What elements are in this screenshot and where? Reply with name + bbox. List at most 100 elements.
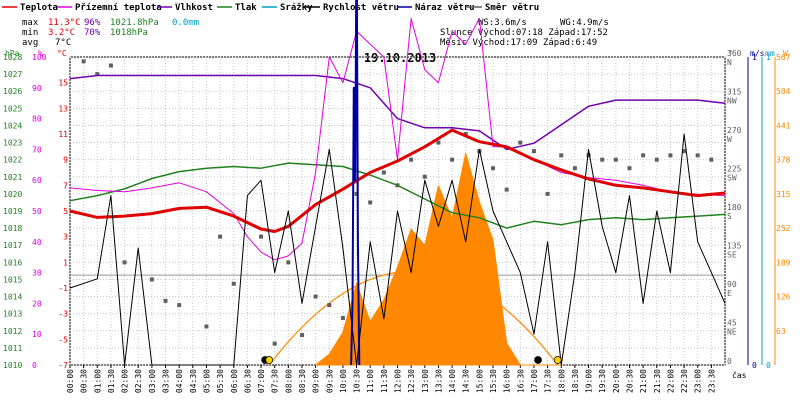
- legend-item-label: Tlak: [235, 3, 257, 13]
- stats-min-press: 1018hPa: [110, 28, 148, 38]
- x-tick-label: 16:00: [503, 369, 512, 393]
- wind-dir-point: [259, 234, 264, 239]
- stats-avg-label: avg: [22, 38, 38, 48]
- wind-dir-point: [149, 277, 154, 282]
- solar-tick: 189: [776, 258, 791, 267]
- wind-speed-tick: 0: [752, 361, 757, 370]
- series-wind-gust: [350, 0, 361, 366]
- sun-moon-marker: [265, 356, 274, 364]
- stats-max-temp: 11.3°C: [48, 18, 81, 28]
- wind-dir-tick: 225: [727, 165, 742, 174]
- wind-dir-label: NW: [727, 97, 737, 106]
- wind-dir-label: NE: [727, 328, 737, 337]
- info-moon: Měsíc Východ:17:09 Západ:6:49: [440, 38, 597, 48]
- unit-deg: °: [728, 49, 733, 58]
- solar-tick: 567: [776, 53, 791, 62]
- pressure-tick: 1012: [3, 327, 22, 336]
- solar-tick: 252: [776, 224, 791, 233]
- wind-dir-point: [231, 281, 236, 286]
- wind-dir-point: [491, 166, 496, 171]
- solar-tick: 378: [776, 156, 791, 165]
- pressure-tick: 1011: [3, 344, 22, 353]
- wind-dir-point: [572, 166, 577, 171]
- temperature-tick: 9: [63, 156, 68, 165]
- legend-item-label: Teplota: [20, 3, 58, 13]
- humidity-tick: 90: [32, 84, 42, 93]
- x-tick-label: 20:30: [625, 369, 634, 393]
- info-wg: WG:4.9m/s: [560, 18, 609, 28]
- wind-dir-point: [299, 333, 304, 338]
- stats-min-temp: 3.2°C: [48, 28, 75, 38]
- temperature-tick: 5: [63, 207, 68, 216]
- humidity-tick: 80: [32, 115, 42, 124]
- pressure-tick: 1019: [3, 207, 22, 216]
- solar-tick: 126: [776, 293, 791, 302]
- wind-dir-point: [327, 303, 332, 308]
- humidity-tick: 10: [32, 330, 42, 339]
- unit-mm: mm: [765, 49, 775, 58]
- wind-dir-point: [422, 174, 427, 179]
- wind-dir-point: [177, 303, 182, 308]
- temperature-tick: 7: [63, 181, 68, 190]
- x-tick-label: 21:00: [639, 369, 648, 393]
- wind-dir-point: [313, 294, 318, 299]
- wind-dir-point: [627, 166, 632, 171]
- x-tick-label: 06:30: [243, 369, 252, 393]
- x-tick-label: 16:30: [516, 369, 525, 393]
- x-tick-label: 15:00: [475, 369, 484, 393]
- humidity-tick: 40: [32, 238, 42, 247]
- stats-max-label: max: [22, 18, 39, 28]
- x-tick-label: 03:30: [162, 369, 171, 393]
- humidity-tick: 100: [32, 53, 47, 62]
- wind-dir-tick: 360: [727, 49, 742, 58]
- unit-w: W: [783, 49, 788, 58]
- x-tick-label: 04:00: [175, 369, 184, 393]
- wind-dir-point: [463, 132, 468, 136]
- x-tick-label: 09:00: [312, 369, 321, 393]
- wind-dir-point: [531, 149, 536, 154]
- wind-dir-label: S: [727, 212, 732, 221]
- unit-hpa: hPa: [5, 49, 20, 58]
- x-tick-label: 05:30: [216, 369, 225, 393]
- x-tick-label: 12:00: [394, 369, 403, 393]
- series-humidity: [69, 74, 726, 151]
- x-tick-label: 14:30: [462, 369, 471, 393]
- x-tick-label: 19:30: [598, 369, 607, 393]
- wind-dir-point: [545, 191, 550, 196]
- wind-dir-point: [450, 157, 455, 162]
- pressure-tick: 1017: [3, 241, 22, 250]
- wind-dir-point: [559, 153, 564, 158]
- wind-dir-label: SW: [727, 174, 737, 183]
- x-tick-label: 20:00: [612, 369, 621, 393]
- wind-dir-point: [81, 59, 86, 64]
- x-tick-label: 21:30: [653, 369, 662, 393]
- x-tick-label: 17:00: [530, 369, 539, 393]
- series-temperature: [69, 128, 726, 233]
- wind-dir-point: [381, 170, 386, 175]
- stats-min-label: min: [22, 28, 38, 38]
- solar-tick: 504: [776, 87, 791, 96]
- pressure-tick: 1026: [3, 87, 22, 96]
- wind-dir-tick: 315: [727, 88, 742, 97]
- pressure-tick: 1015: [3, 275, 22, 284]
- wind-dir-point: [340, 315, 345, 320]
- temperature-tick: 1: [63, 258, 68, 267]
- solar-tick: 63: [776, 327, 786, 336]
- legend-item-label: Směr větru: [485, 2, 539, 13]
- wind-dir-point: [695, 153, 700, 158]
- x-tick-label: 13:30: [434, 369, 443, 393]
- x-tick-label: 23:30: [707, 369, 716, 393]
- wind-dir-point: [286, 260, 291, 265]
- wind-dir-label: E: [727, 289, 732, 298]
- x-tick-label: 18:00: [557, 369, 566, 393]
- pressure-tick: 1021: [3, 173, 22, 182]
- x-tick-label: 22:30: [680, 369, 689, 393]
- stats-min-hum: 70%: [84, 28, 101, 38]
- wind-dir-point: [436, 140, 441, 145]
- x-tick-label: 00:00: [66, 369, 75, 393]
- sun-moon-marker: [553, 356, 562, 364]
- x-tick-label: 06:00: [230, 369, 239, 393]
- wind-dir-point: [586, 153, 591, 158]
- wind-speed-tick: 1: [752, 53, 757, 62]
- wind-dir-point: [409, 157, 414, 162]
